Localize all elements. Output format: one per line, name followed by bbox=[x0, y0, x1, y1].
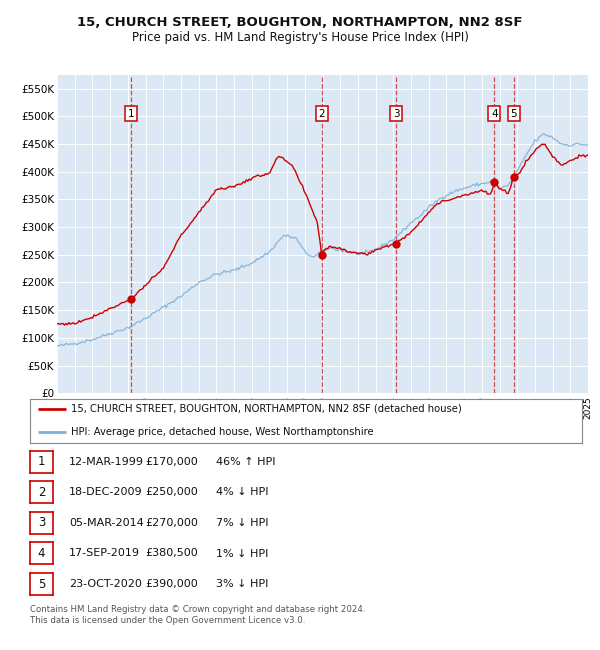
Text: 2: 2 bbox=[319, 109, 325, 118]
Text: £250,000: £250,000 bbox=[145, 488, 198, 497]
Text: 15, CHURCH STREET, BOUGHTON, NORTHAMPTON, NN2 8SF (detached house): 15, CHURCH STREET, BOUGHTON, NORTHAMPTON… bbox=[71, 404, 462, 414]
Text: 3: 3 bbox=[38, 516, 45, 529]
Text: Price paid vs. HM Land Registry's House Price Index (HPI): Price paid vs. HM Land Registry's House … bbox=[131, 31, 469, 44]
Text: 4% ↓ HPI: 4% ↓ HPI bbox=[216, 488, 269, 497]
Text: Contains HM Land Registry data © Crown copyright and database right 2024.
This d: Contains HM Land Registry data © Crown c… bbox=[30, 604, 365, 625]
Text: 4: 4 bbox=[38, 547, 45, 560]
Text: 1: 1 bbox=[38, 455, 45, 468]
Text: 3: 3 bbox=[393, 109, 400, 118]
Text: 2: 2 bbox=[38, 486, 45, 499]
Text: 18-DEC-2009: 18-DEC-2009 bbox=[69, 488, 143, 497]
Text: 15, CHURCH STREET, BOUGHTON, NORTHAMPTON, NN2 8SF: 15, CHURCH STREET, BOUGHTON, NORTHAMPTON… bbox=[77, 16, 523, 29]
Text: 1% ↓ HPI: 1% ↓ HPI bbox=[216, 549, 268, 558]
Text: £270,000: £270,000 bbox=[145, 518, 198, 528]
Text: £380,500: £380,500 bbox=[145, 549, 198, 558]
Text: 3% ↓ HPI: 3% ↓ HPI bbox=[216, 579, 268, 589]
Text: 4: 4 bbox=[491, 109, 497, 118]
Text: 5: 5 bbox=[511, 109, 517, 118]
Text: £170,000: £170,000 bbox=[145, 457, 198, 467]
Text: 5: 5 bbox=[38, 578, 45, 590]
Text: 46% ↑ HPI: 46% ↑ HPI bbox=[216, 457, 275, 467]
Text: 05-MAR-2014: 05-MAR-2014 bbox=[69, 518, 144, 528]
Text: £390,000: £390,000 bbox=[145, 579, 198, 589]
Text: 17-SEP-2019: 17-SEP-2019 bbox=[69, 549, 140, 558]
Text: 12-MAR-1999: 12-MAR-1999 bbox=[69, 457, 144, 467]
Text: HPI: Average price, detached house, West Northamptonshire: HPI: Average price, detached house, West… bbox=[71, 427, 374, 437]
Text: 23-OCT-2020: 23-OCT-2020 bbox=[69, 579, 142, 589]
Text: 7% ↓ HPI: 7% ↓ HPI bbox=[216, 518, 269, 528]
Text: 1: 1 bbox=[128, 109, 134, 118]
